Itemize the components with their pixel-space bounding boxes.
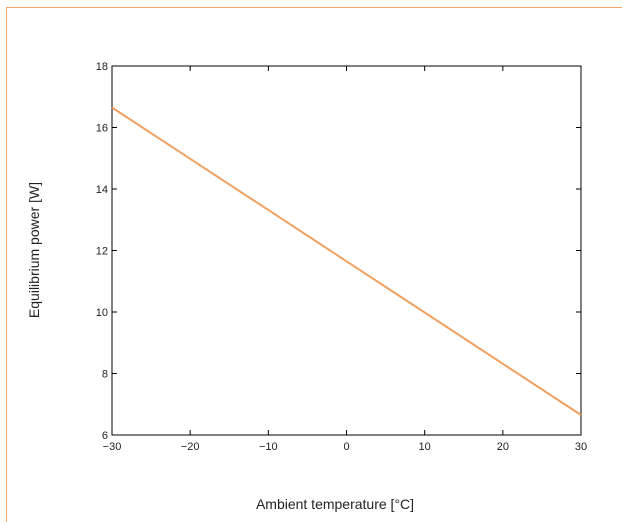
page-frame-top-border bbox=[6, 7, 622, 8]
y-tick-label: 6 bbox=[102, 430, 108, 442]
x-tick-label: 10 bbox=[419, 441, 431, 453]
y-axis-title: Equilibrium power [W] bbox=[26, 182, 42, 318]
series-line-0 bbox=[111, 106, 582, 416]
y-tick-label: 12 bbox=[96, 246, 108, 258]
x-tick-label: −30 bbox=[103, 441, 122, 453]
x-tick-label: 20 bbox=[497, 441, 509, 453]
page-frame-left-border bbox=[6, 7, 7, 522]
axis-ticks bbox=[111, 65, 582, 436]
y-tick-label: 8 bbox=[102, 369, 108, 381]
series-group bbox=[111, 106, 582, 416]
x-axis-tick-labels: −30 −20 −10 0 10 20 30 bbox=[103, 441, 587, 453]
y-tick-label: 14 bbox=[96, 184, 108, 196]
y-tick-label: 16 bbox=[96, 123, 108, 135]
x-axis-title: Ambient temperature [°C] bbox=[256, 496, 414, 512]
x-tick-label: −10 bbox=[259, 441, 278, 453]
x-tick-label: 30 bbox=[575, 441, 587, 453]
y-tick-label: 10 bbox=[96, 307, 108, 319]
x-tick-label: −20 bbox=[181, 441, 200, 453]
y-tick-label: 18 bbox=[96, 61, 108, 73]
y-axis-tick-labels: 6 8 10 12 14 16 18 bbox=[96, 61, 108, 442]
x-tick-label: 0 bbox=[343, 441, 349, 453]
plot-area bbox=[111, 65, 582, 436]
